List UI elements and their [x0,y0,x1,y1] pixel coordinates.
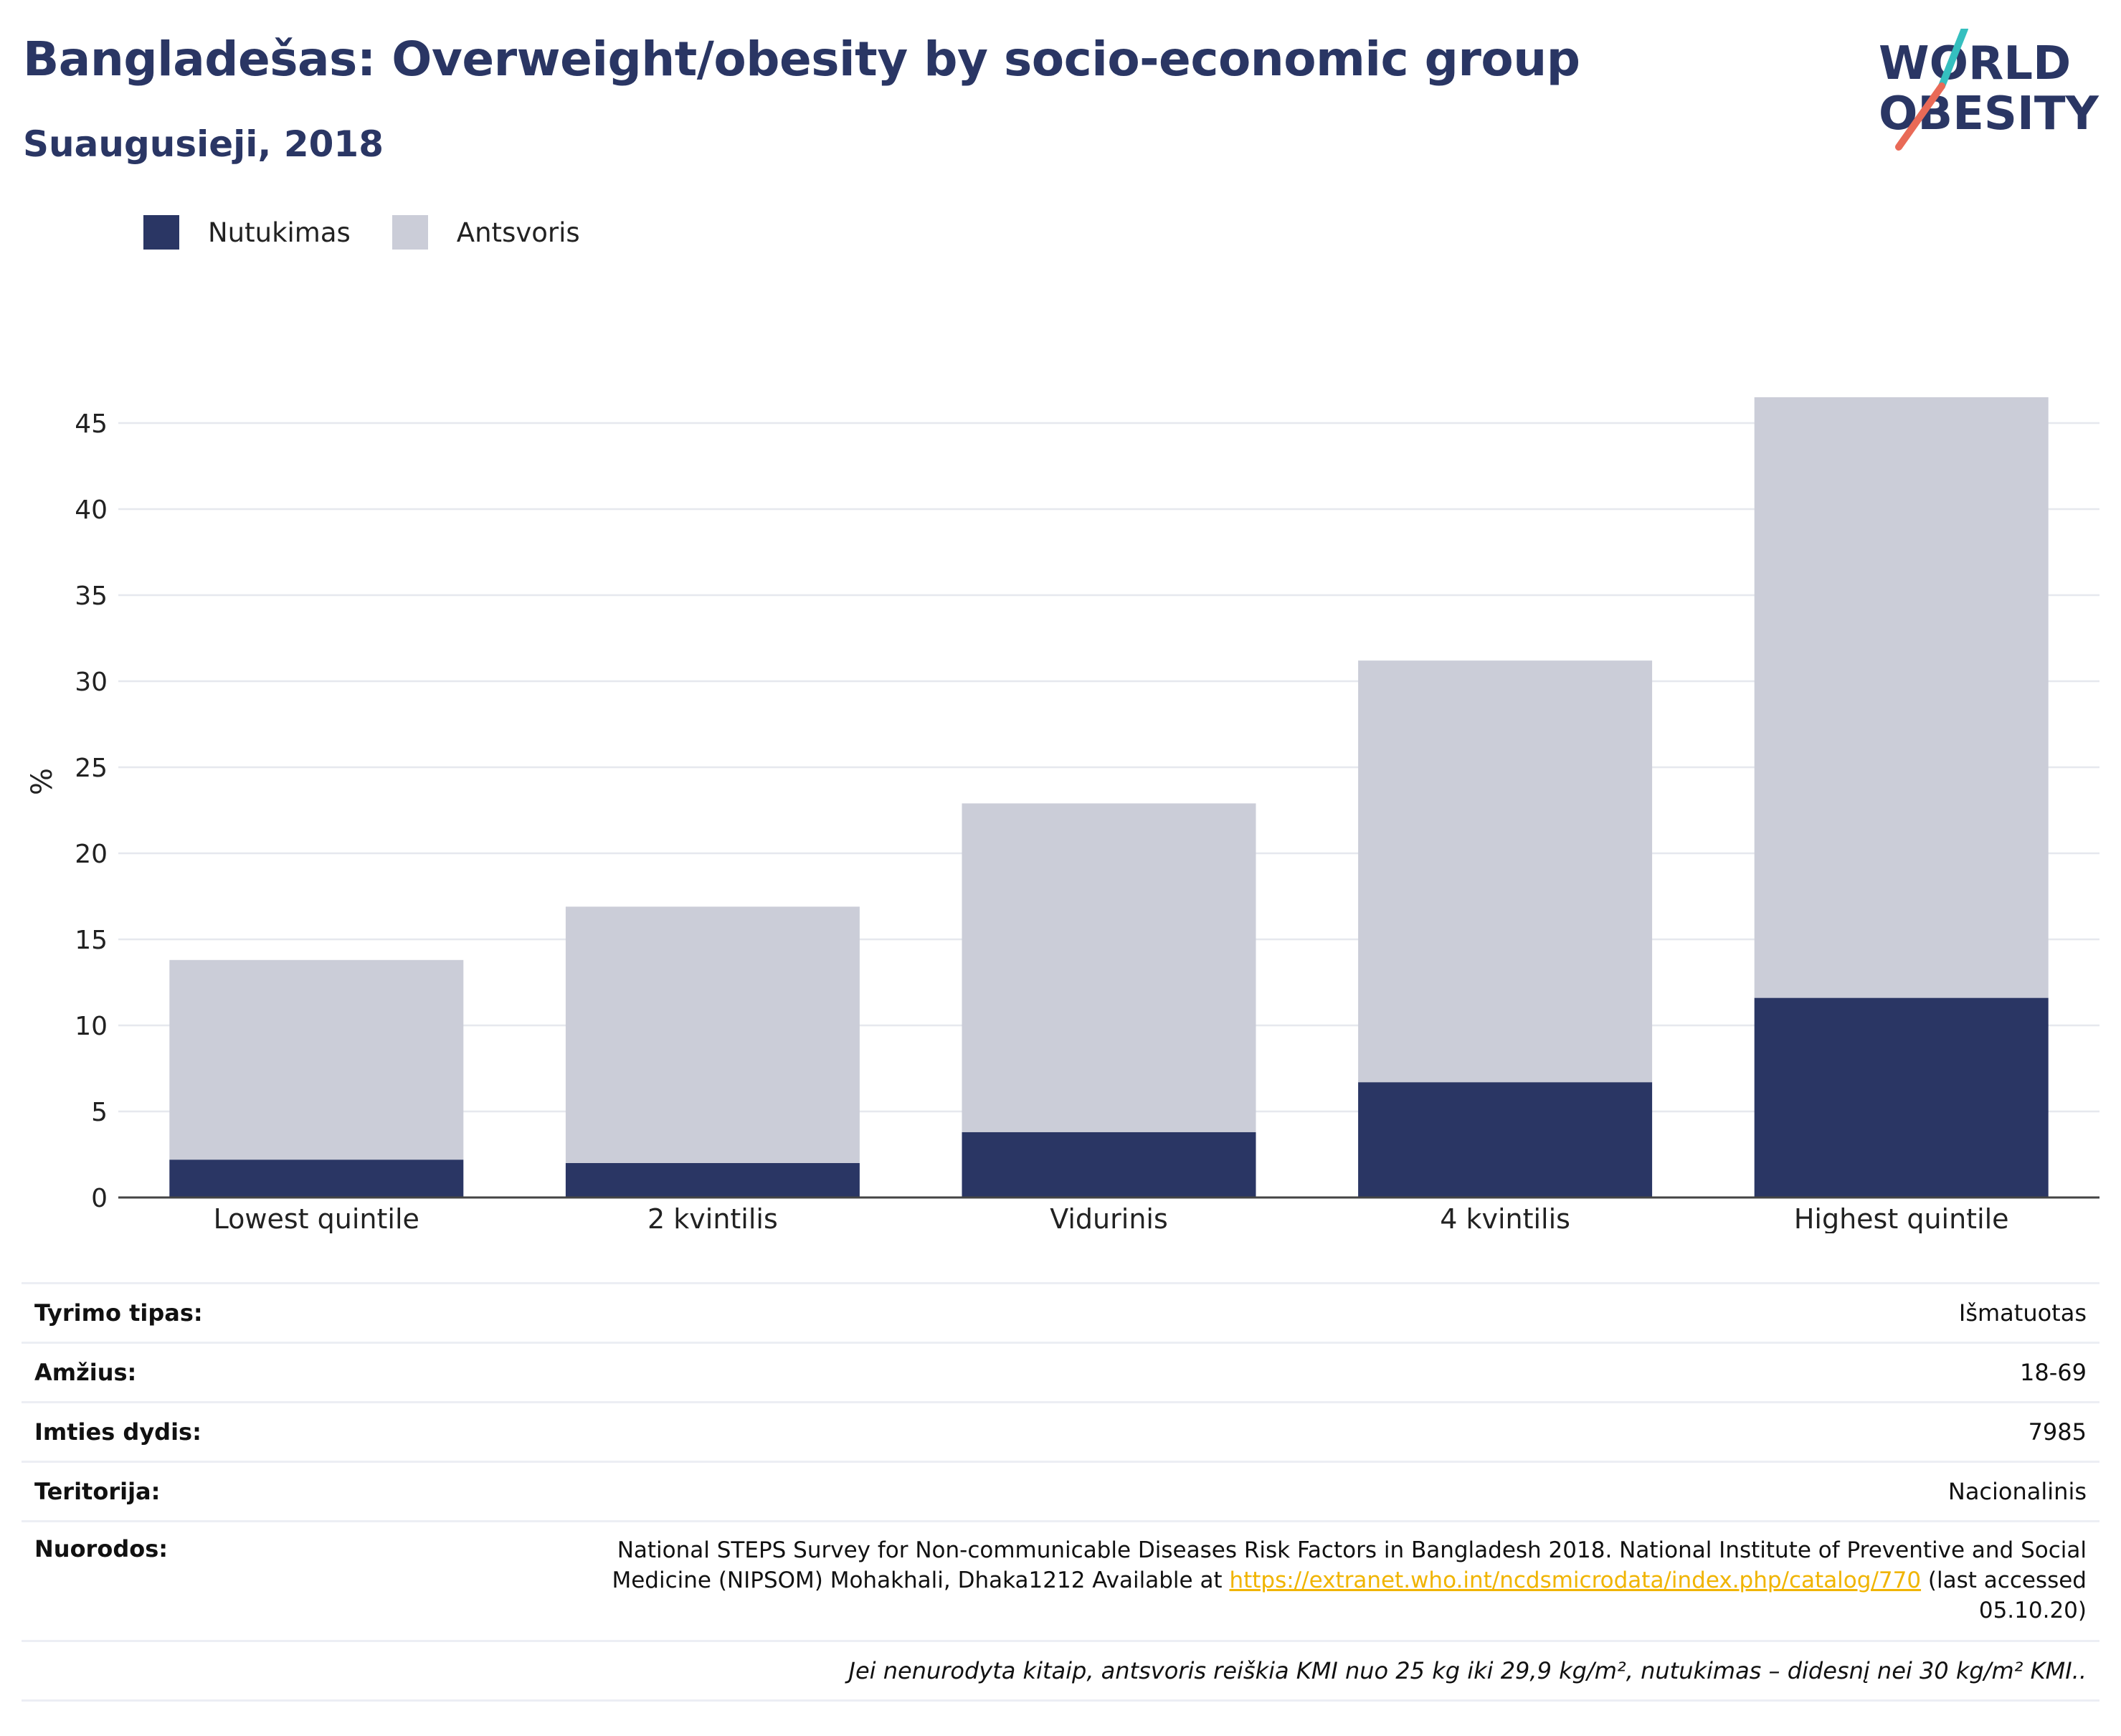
bar-obesity-4 [1358,1082,1653,1197]
y-tick-label-15: 15 [75,926,108,955]
y-axis-label: % [26,768,59,795]
definition-note: Jei nenurodyta kitaip, antsvoris reiškia… [848,1657,2087,1684]
x-tick-label-5: Highest quintile [1794,1203,2009,1233]
logo-line-1: WORLD [1879,37,2071,90]
meta-row-age: Amžius: 18-69 [22,1342,2099,1401]
meta-row-references: Nuorodos: National STEPS Survey for Non-… [22,1520,2099,1640]
bar-obesity-1 [169,1159,464,1197]
chart-legend: Nutukimas Antsvoris [143,214,622,251]
reference-accessed: (last accessed 05.10.20) [1921,1567,2087,1623]
meta-row-territory: Teritorija: Nacionalinis [22,1461,2099,1520]
meta-row-note: Jei nenurodyta kitaip, antsvoris reiškia… [22,1640,2099,1699]
y-tick-label-0: 0 [91,1184,108,1213]
meta-key-survey-type: Tyrimo tipas: [34,1299,203,1327]
bar-obesity-5 [1754,997,2049,1197]
legend-swatch-overweight [392,215,428,250]
meta-value-age: 18-69 [2020,1359,2087,1386]
legend-label-obesity: Nutukimas [208,217,351,248]
x-tick-label-3: Vidurinis [1050,1203,1168,1233]
bar-overweight-2 [565,906,860,1163]
meta-key-age: Amžius: [34,1359,137,1386]
x-tick-label-1: Lowest quintile [214,1203,419,1233]
meta-key-territory: Teritorija: [34,1478,161,1505]
meta-key-references: Nuorodos: [34,1535,169,1562]
y-tick-label-20: 20 [75,840,108,869]
meta-key-sample-size: Imties dydis: [34,1418,201,1446]
x-tick-label-2: 2 kvintilis [647,1203,778,1233]
y-tick-label-25: 25 [75,754,108,783]
bar-overweight-1 [169,959,464,1160]
y-tick-label-5: 5 [91,1098,108,1127]
bar-obesity-2 [565,1163,860,1197]
legend-swatch-obesity [143,215,179,250]
y-tick-label-10: 10 [75,1012,108,1041]
y-tick-label-40: 40 [75,495,108,525]
meta-row-sample-size: Imties dydis: 7985 [22,1401,2099,1461]
bar-overweight-4 [1358,660,1653,1083]
bar-overweight-5 [1754,397,2049,998]
world-obesity-logo: WORLD OBESITY [1879,29,2099,151]
legend-item-obesity: Nutukimas [143,215,351,250]
y-tick-label-30: 30 [75,668,108,697]
x-tick-label-4: 4 kvintilis [1440,1203,1570,1233]
bar-obesity-3 [962,1132,1256,1197]
logo-slash-teal [1938,29,1968,90]
metadata-table: Tyrimo tipas: Išmatuotas Amžius: 18-69 I… [22,1282,2099,1702]
meta-value-references: National STEPS Survey for Non-communicab… [581,1535,2087,1626]
reference-link[interactable]: https://extranet.who.int/ncdsmicrodata/i… [1229,1567,1922,1593]
y-tick-label-35: 35 [75,582,108,611]
meta-row-survey-type: Tyrimo tipas: Išmatuotas [22,1282,2099,1342]
bar-overweight-3 [962,803,1256,1132]
chart-subtitle: Suaugusieji, 2018 [23,123,384,165]
legend-item-overweight: Antsvoris [392,215,580,250]
meta-bottom-rule [22,1699,2099,1702]
meta-value-sample-size: 7985 [2028,1418,2087,1446]
reference-text: National STEPS Survey for Non-communicab… [612,1537,2087,1593]
stacked-bar-chart: 0 5 10 15 20 25 30 35 40 45% Lowest quintile 2 kvin… [26,397,2099,1233]
logo-line-2: OBESITY [1879,87,2099,141]
chart-title: Bangladešas: Overweight/obesity by socio… [23,32,1580,87]
y-tick-label-45: 45 [75,409,108,439]
meta-value-survey-type: Išmatuotas [1958,1299,2087,1327]
logo-slash-coral [1895,82,1945,151]
meta-value-territory: Nacionalinis [1947,1478,2087,1505]
legend-label-overweight: Antsvoris [456,217,580,248]
